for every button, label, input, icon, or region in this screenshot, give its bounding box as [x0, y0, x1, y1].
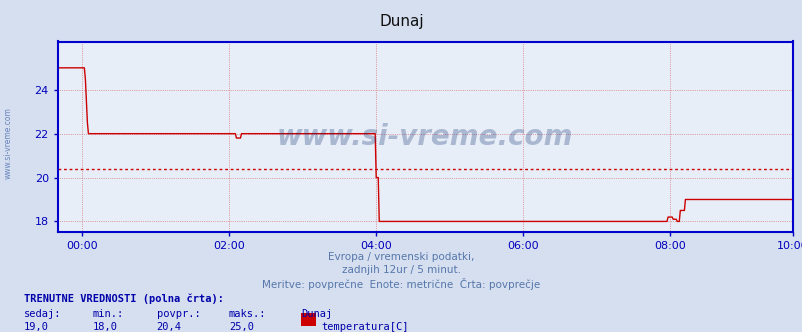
Text: zadnjih 12ur / 5 minut.: zadnjih 12ur / 5 minut.	[342, 265, 460, 275]
Text: www.si-vreme.com: www.si-vreme.com	[3, 107, 13, 179]
Text: 18,0: 18,0	[92, 322, 117, 332]
Text: 25,0: 25,0	[229, 322, 253, 332]
Text: TRENUTNE VREDNOSTI (polna črta):: TRENUTNE VREDNOSTI (polna črta):	[24, 294, 224, 304]
Text: 19,0: 19,0	[24, 322, 49, 332]
Text: Meritve: povprečne  Enote: metrične  Črta: povprečje: Meritve: povprečne Enote: metrične Črta:…	[262, 278, 540, 290]
Text: maks.:: maks.:	[229, 309, 266, 319]
Text: Dunaj: Dunaj	[301, 309, 332, 319]
Text: min.:: min.:	[92, 309, 124, 319]
Text: povpr.:: povpr.:	[156, 309, 200, 319]
Text: sedaj:: sedaj:	[24, 309, 62, 319]
Text: Evropa / vremenski podatki,: Evropa / vremenski podatki,	[328, 252, 474, 262]
Text: temperatura[C]: temperatura[C]	[321, 322, 408, 332]
Text: Dunaj: Dunaj	[379, 14, 423, 29]
Text: 20,4: 20,4	[156, 322, 181, 332]
Text: www.si-vreme.com: www.si-vreme.com	[277, 123, 573, 151]
